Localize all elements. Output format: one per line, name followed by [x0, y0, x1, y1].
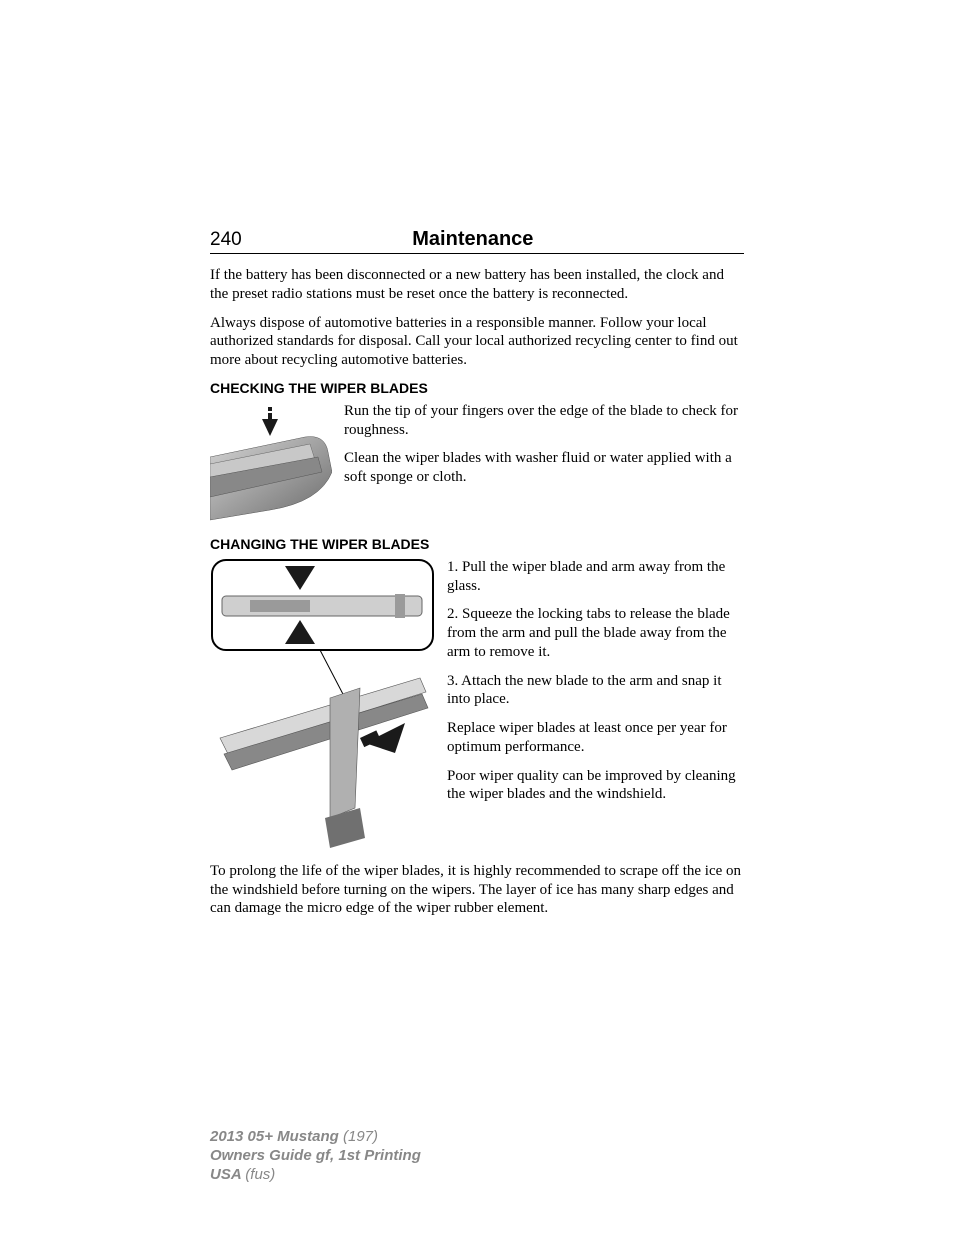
wiper-change-figure — [210, 558, 435, 848]
section-heading-changing: CHANGING THE WIPER BLADES — [210, 536, 744, 552]
section-checking: Run the tip of your fingers over the edg… — [210, 402, 744, 526]
footer: 2013 05+ Mustang (197) Owners Guide gf, … — [210, 1128, 421, 1184]
body-paragraph: To prolong the life of the wiper blades,… — [210, 862, 744, 918]
wiper-check-figure — [210, 402, 332, 522]
page-header: 240 Maintenance — [210, 228, 744, 254]
footer-region: USA — [210, 1166, 245, 1183]
footer-region-code: (fus) — [245, 1166, 275, 1183]
page-title: Maintenance — [202, 228, 744, 251]
footer-line: 2013 05+ Mustang (197) — [210, 1128, 421, 1147]
footer-line: Owners Guide gf, 1st Printing — [210, 1147, 421, 1166]
footer-line: USA (fus) — [210, 1166, 421, 1185]
body-paragraph: If the battery has been disconnected or … — [210, 266, 744, 304]
section-changing: 1. Pull the wiper blade and arm away fro… — [210, 558, 744, 852]
footer-model: 2013 05+ Mustang — [210, 1128, 343, 1145]
body-paragraph: Always dispose of automotive batteries i… — [210, 314, 744, 370]
section-heading-checking: CHECKING THE WIPER BLADES — [210, 380, 744, 396]
footer-code: (197) — [343, 1128, 378, 1145]
